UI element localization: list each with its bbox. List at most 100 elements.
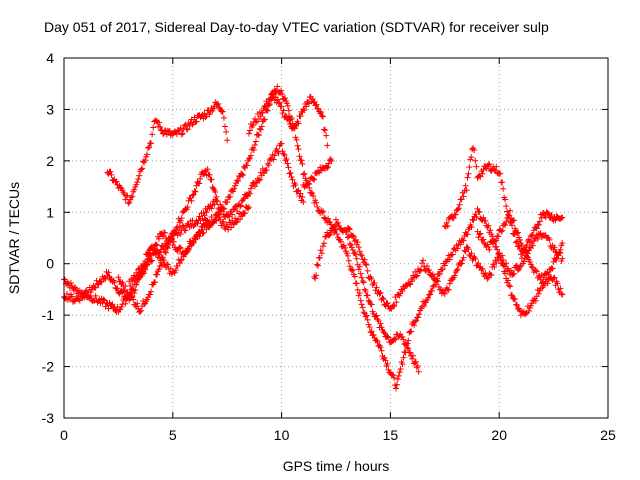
data-point [153,271,160,278]
data-point [403,341,410,348]
data-point [183,125,190,132]
y-tick-label: 3 [46,101,54,117]
data-point [260,117,267,124]
data-point [410,352,417,359]
series-sat-track-5 [115,166,220,316]
y-tick-label: 4 [46,50,54,66]
data-point [312,102,319,109]
data-point [135,176,142,183]
data-point [245,204,252,211]
data-point [507,207,514,214]
data-point [67,279,74,286]
data-point [473,163,480,170]
data-point [499,179,506,186]
data-point [321,240,328,247]
y-axis-label: SDTVAR / TECUs [6,182,22,294]
data-point [462,182,469,189]
data-point [540,274,547,281]
data-point [263,107,270,114]
data-point [261,116,268,123]
data-point [457,241,464,248]
data-point [254,131,261,138]
data-point [357,297,364,304]
data-point [419,260,426,267]
data-point [242,210,249,217]
data-point [408,328,415,335]
data-point [310,192,317,199]
x-tick-label: 10 [274,427,290,443]
data-point [284,160,291,167]
data-point [255,132,262,139]
data-point [192,235,199,242]
data-point [153,247,160,254]
data-point [174,223,181,230]
data-point [355,244,362,251]
data-point [119,301,126,308]
data-point [243,162,250,169]
data-point [459,237,466,244]
data-point [247,152,254,159]
data-point [252,138,259,145]
data-point [279,148,286,155]
data-point [159,254,166,261]
data-point [303,103,310,110]
data-point [299,194,306,201]
data-point [411,322,418,329]
data-point [326,232,333,239]
data-point [367,300,374,307]
data-point [240,172,247,179]
data-point [184,220,191,227]
data-point [164,261,171,268]
data-point [279,110,286,117]
data-point [535,221,542,228]
data-point [167,265,174,272]
data-point [215,100,222,107]
data-point [334,219,341,226]
data-point [216,214,223,221]
data-point [370,331,377,338]
data-point [441,262,448,269]
data-point [492,238,499,245]
data-point [166,237,173,244]
data-point [286,117,293,124]
data-point [430,276,437,283]
data-point [98,279,105,286]
data-point [185,246,192,253]
data-point [298,157,305,164]
data-point [551,274,558,281]
data-point [420,257,427,264]
data-point [102,275,109,282]
data-point [152,241,159,248]
data-point [237,203,244,210]
data-point [346,263,353,270]
data-point [526,258,533,265]
data-point [526,238,533,245]
data-point [493,163,500,170]
data-point [177,245,184,252]
data-point [255,177,262,184]
data-point [556,249,563,256]
data-point [162,249,169,256]
data-point [199,230,206,237]
data-point [390,302,397,309]
data-point [189,192,196,199]
data-point [450,215,457,222]
data-point [111,304,118,311]
data-point [362,288,369,295]
data-point [380,329,387,336]
data-point [487,227,494,234]
data-point [514,230,521,237]
data-point [222,123,229,130]
data-point [204,166,211,173]
data-point [428,287,435,294]
data-point [412,358,419,365]
data-point [473,214,480,221]
data-point [407,349,414,356]
data-point [498,228,505,235]
data-point [363,261,370,268]
data-point [312,275,319,282]
data-point [130,296,137,303]
data-point [270,156,277,163]
data-point [133,181,140,188]
data-point [407,281,414,288]
